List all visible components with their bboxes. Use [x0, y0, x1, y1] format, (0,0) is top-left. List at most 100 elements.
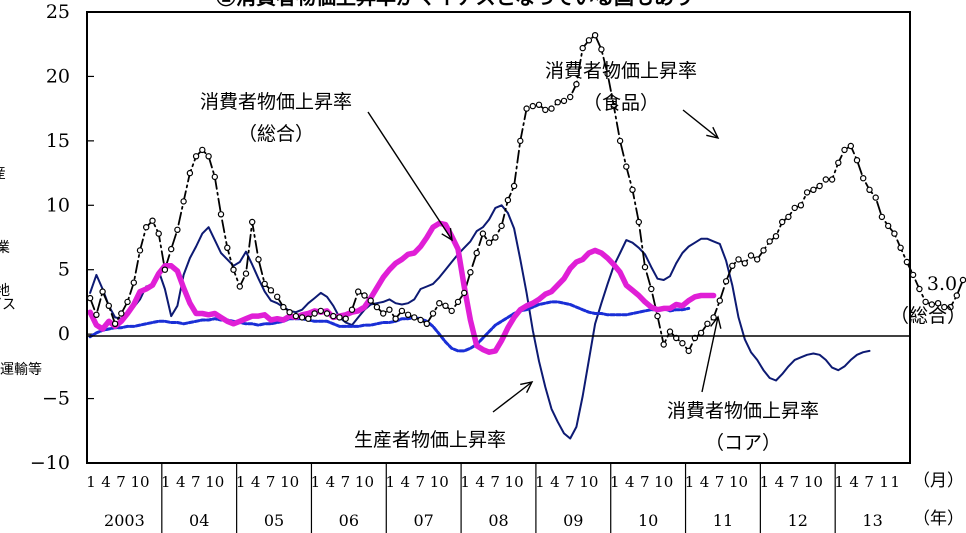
annotation-cpi-food: （食品）	[583, 92, 659, 114]
data-point-food	[591, 32, 599, 39]
data-point-food	[317, 307, 324, 315]
y-tick-label: −5	[42, 388, 70, 410]
series-line-food	[89, 34, 966, 352]
data-point-food	[280, 303, 287, 311]
data-point-food	[560, 97, 568, 105]
data-point-food	[548, 105, 555, 112]
month-tick-label: 4	[475, 473, 485, 491]
annotation-arrowhead	[710, 315, 722, 329]
data-point-food	[629, 186, 636, 193]
data-point-food	[741, 260, 749, 267]
data-point-food	[305, 315, 312, 322]
year-label: 11	[713, 511, 733, 530]
data-point-food	[217, 211, 225, 218]
data-point-food	[772, 232, 780, 240]
month-tick-label: 1	[236, 473, 246, 491]
chart-title: ②消費者物価上昇率がマイナスとなっている国もあり	[216, 0, 694, 9]
data-point-food	[623, 163, 630, 170]
data-point-food	[803, 189, 811, 196]
data-point-food	[660, 341, 667, 348]
data-point-food	[386, 306, 393, 313]
data-point-food	[797, 202, 805, 209]
data-point-food	[429, 310, 437, 317]
month-tick-label: 7	[341, 473, 351, 491]
data-point-food	[155, 230, 162, 237]
data-point-food	[93, 311, 100, 318]
data-point-food	[722, 278, 730, 285]
month-tick-label: 7	[864, 473, 874, 491]
data-point-food	[199, 146, 206, 154]
data-point-food	[891, 230, 898, 237]
data-point-food	[492, 234, 499, 241]
data-point-food	[579, 44, 586, 52]
data-point-food	[186, 169, 194, 177]
annotation-arrow	[682, 109, 719, 139]
year-label: 04	[189, 511, 209, 530]
series-lines	[86, 32, 966, 440]
data-point-food	[666, 328, 674, 335]
left-label: ビス	[0, 297, 16, 313]
data-point-food	[766, 238, 773, 245]
month-tick-label: 7	[191, 473, 201, 491]
year-label: 09	[563, 511, 583, 530]
left-label: 業	[0, 240, 10, 256]
data-point-food	[791, 204, 798, 212]
month-tick-label: 4	[176, 473, 186, 491]
data-point-food	[679, 340, 686, 347]
data-point-food	[248, 218, 256, 226]
month-tick-label: 4	[101, 473, 111, 491]
data-point-food	[517, 137, 524, 145]
data-point-food	[878, 213, 886, 221]
month-tick-label: 7	[490, 473, 500, 491]
annotation-cpi-core: 消費者物価上昇率	[667, 400, 819, 422]
series-line-total	[87, 220, 717, 355]
data-point-food	[473, 249, 480, 257]
left-label: 運輸等	[0, 361, 42, 378]
left-label: 地	[0, 283, 10, 299]
year-label: 12	[788, 511, 808, 530]
left-cut-labels: 産業地ビス運輸等	[0, 166, 42, 378]
month-tick-label: 1	[385, 473, 395, 491]
data-point-food	[822, 176, 830, 183]
annotation-arrow	[492, 381, 533, 413]
data-point-food	[710, 314, 717, 321]
data-point-food	[292, 312, 300, 320]
data-point-food	[847, 142, 855, 150]
month-tick-label: 10	[355, 473, 374, 491]
data-point-food	[361, 292, 368, 299]
data-point-food	[610, 102, 618, 110]
data-point-food	[205, 153, 212, 160]
month-tick-label: 4	[326, 473, 336, 491]
data-point-food	[841, 146, 848, 154]
data-point-food	[747, 252, 755, 259]
year-label: 13	[862, 511, 882, 530]
month-tick-label: 1	[535, 473, 545, 491]
data-point-food	[467, 269, 474, 276]
y-tick-label: 0	[58, 323, 70, 345]
month-tick-label: 1	[685, 473, 695, 491]
data-point-food	[828, 176, 836, 183]
month-tick-label: 4	[251, 473, 261, 491]
data-point-food	[274, 293, 281, 300]
data-point-food	[286, 309, 293, 316]
data-point-food	[485, 239, 493, 246]
data-point-food	[616, 137, 624, 145]
data-point-food	[323, 310, 331, 317]
data-point-food	[554, 98, 561, 106]
month-tick-label: 7	[266, 473, 276, 491]
data-point-food	[411, 314, 418, 321]
annotation-arrow	[367, 111, 453, 241]
month-tick-label: 7	[715, 473, 725, 491]
data-point-food	[436, 300, 443, 307]
month-tick-label: 1	[311, 473, 321, 491]
data-point-food	[941, 303, 948, 311]
data-point-food	[853, 156, 861, 164]
data-point-food	[149, 217, 156, 224]
y-tick-label: 5	[58, 259, 70, 281]
series-line-ppi	[89, 204, 871, 440]
data-point-food	[161, 266, 169, 273]
data-point-food	[242, 270, 250, 277]
data-point-food	[118, 310, 125, 317]
end-value-label: 3.0	[927, 273, 957, 295]
data-point-food	[928, 301, 936, 308]
